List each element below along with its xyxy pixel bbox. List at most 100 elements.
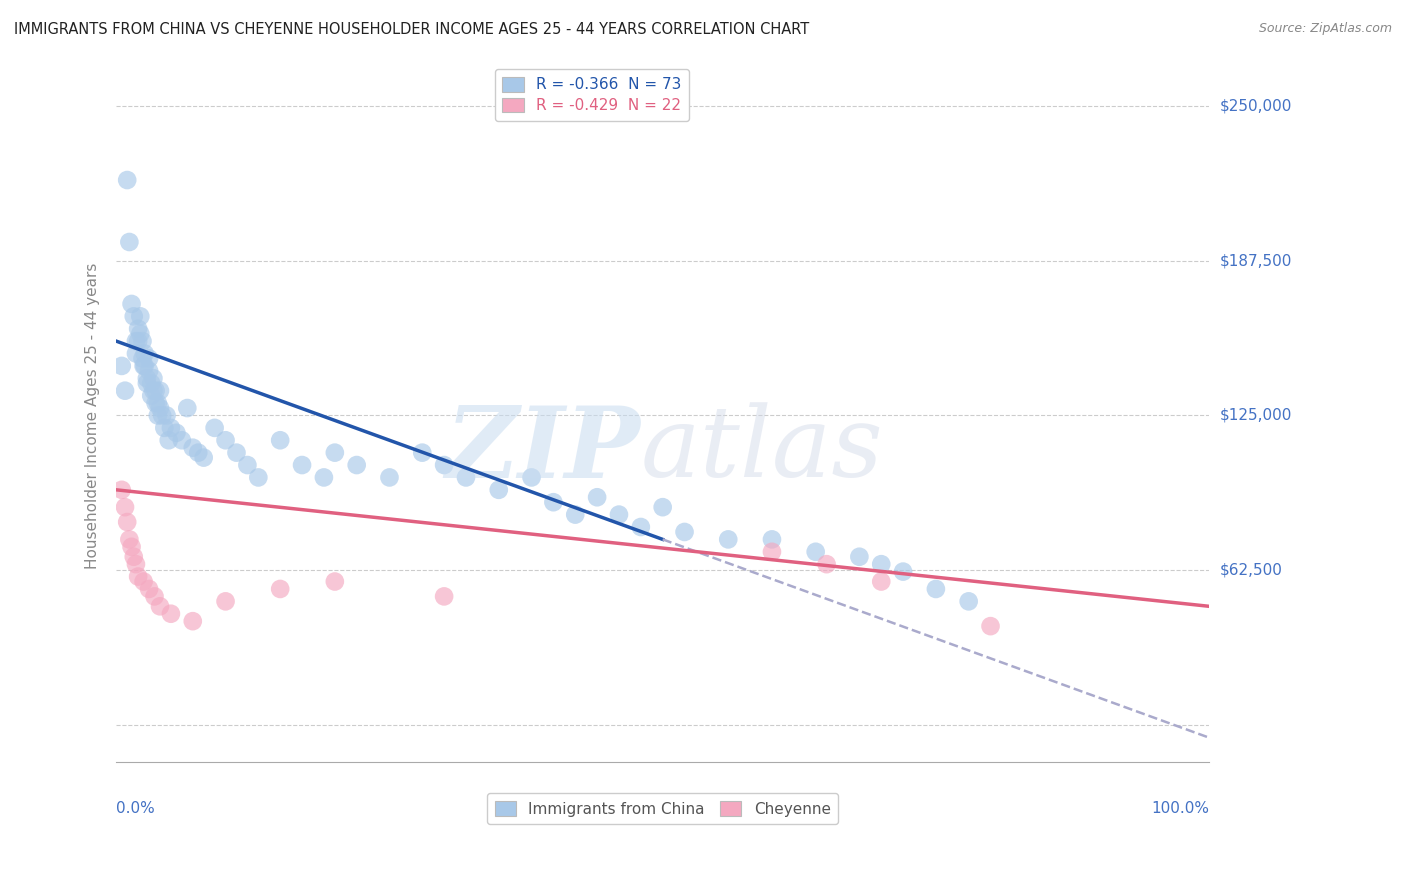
Point bbox=[236, 458, 259, 472]
Point bbox=[122, 549, 145, 564]
Point bbox=[815, 557, 838, 571]
Point bbox=[143, 590, 166, 604]
Point bbox=[129, 326, 152, 341]
Text: atlas: atlas bbox=[641, 402, 883, 498]
Point bbox=[214, 594, 236, 608]
Point bbox=[145, 396, 167, 410]
Point bbox=[247, 470, 270, 484]
Point bbox=[145, 384, 167, 398]
Point bbox=[181, 614, 204, 628]
Legend: Immigrants from China, Cheyenne: Immigrants from China, Cheyenne bbox=[486, 793, 838, 824]
Point bbox=[564, 508, 586, 522]
Point bbox=[135, 376, 157, 391]
Point bbox=[149, 384, 172, 398]
Point bbox=[127, 569, 149, 583]
Text: $250,000: $250,000 bbox=[1220, 98, 1292, 113]
Point bbox=[127, 334, 149, 348]
Point bbox=[138, 351, 160, 366]
Point bbox=[146, 396, 169, 410]
Point bbox=[134, 346, 156, 360]
Point bbox=[125, 557, 148, 571]
Point bbox=[804, 545, 827, 559]
Point bbox=[312, 470, 335, 484]
Point bbox=[160, 421, 183, 435]
Point bbox=[870, 574, 893, 589]
Point bbox=[957, 594, 980, 608]
Point bbox=[543, 495, 565, 509]
Text: IMMIGRANTS FROM CHINA VS CHEYENNE HOUSEHOLDER INCOME AGES 25 - 44 YEARS CORRELAT: IMMIGRANTS FROM CHINA VS CHEYENNE HOUSEH… bbox=[14, 22, 810, 37]
Point bbox=[138, 582, 160, 596]
Point bbox=[121, 540, 143, 554]
Point bbox=[149, 401, 172, 415]
Point bbox=[125, 334, 148, 348]
Point bbox=[761, 533, 783, 547]
Point bbox=[155, 409, 177, 423]
Point bbox=[170, 434, 193, 448]
Point bbox=[630, 520, 652, 534]
Point bbox=[454, 470, 477, 484]
Point bbox=[115, 173, 138, 187]
Text: $187,500: $187,500 bbox=[1220, 253, 1292, 268]
Point bbox=[433, 458, 456, 472]
Point bbox=[925, 582, 948, 596]
Point bbox=[131, 351, 153, 366]
Point bbox=[411, 445, 433, 459]
Point bbox=[121, 297, 143, 311]
Point bbox=[346, 458, 368, 472]
Point bbox=[134, 359, 156, 373]
Point bbox=[111, 359, 134, 373]
Point bbox=[122, 310, 145, 324]
Point bbox=[870, 557, 893, 571]
Point bbox=[142, 384, 165, 398]
Point bbox=[165, 425, 187, 440]
Point bbox=[181, 441, 204, 455]
Point bbox=[214, 434, 236, 448]
Point bbox=[980, 619, 1002, 633]
Point bbox=[520, 470, 543, 484]
Text: $62,500: $62,500 bbox=[1220, 563, 1284, 578]
Point bbox=[291, 458, 314, 472]
Point bbox=[114, 500, 136, 515]
Point bbox=[848, 549, 870, 564]
Point bbox=[132, 359, 155, 373]
Point bbox=[160, 607, 183, 621]
Point bbox=[433, 590, 456, 604]
Point bbox=[138, 364, 160, 378]
Point bbox=[193, 450, 215, 465]
Point bbox=[131, 334, 153, 348]
Point bbox=[127, 322, 149, 336]
Point bbox=[378, 470, 401, 484]
Text: 100.0%: 100.0% bbox=[1152, 801, 1209, 815]
Point bbox=[891, 565, 914, 579]
Point bbox=[717, 533, 740, 547]
Point bbox=[586, 490, 609, 504]
Point bbox=[118, 235, 141, 249]
Point bbox=[488, 483, 510, 497]
Point bbox=[153, 421, 176, 435]
Point bbox=[114, 384, 136, 398]
Point bbox=[323, 574, 346, 589]
Point bbox=[651, 500, 673, 515]
Text: 0.0%: 0.0% bbox=[117, 801, 155, 815]
Point bbox=[673, 524, 696, 539]
Text: Source: ZipAtlas.com: Source: ZipAtlas.com bbox=[1258, 22, 1392, 36]
Point bbox=[323, 445, 346, 459]
Point bbox=[761, 545, 783, 559]
Point bbox=[150, 409, 173, 423]
Point bbox=[111, 483, 134, 497]
Point bbox=[141, 376, 163, 391]
Point bbox=[157, 434, 180, 448]
Point bbox=[204, 421, 226, 435]
Point bbox=[141, 389, 163, 403]
Point bbox=[149, 599, 172, 614]
Point bbox=[135, 371, 157, 385]
Text: $125,000: $125,000 bbox=[1220, 408, 1292, 423]
Point bbox=[129, 310, 152, 324]
Point bbox=[125, 346, 148, 360]
Point bbox=[269, 434, 291, 448]
Point bbox=[115, 515, 138, 529]
Point bbox=[118, 533, 141, 547]
Point bbox=[146, 409, 169, 423]
Point bbox=[142, 371, 165, 385]
Point bbox=[132, 574, 155, 589]
